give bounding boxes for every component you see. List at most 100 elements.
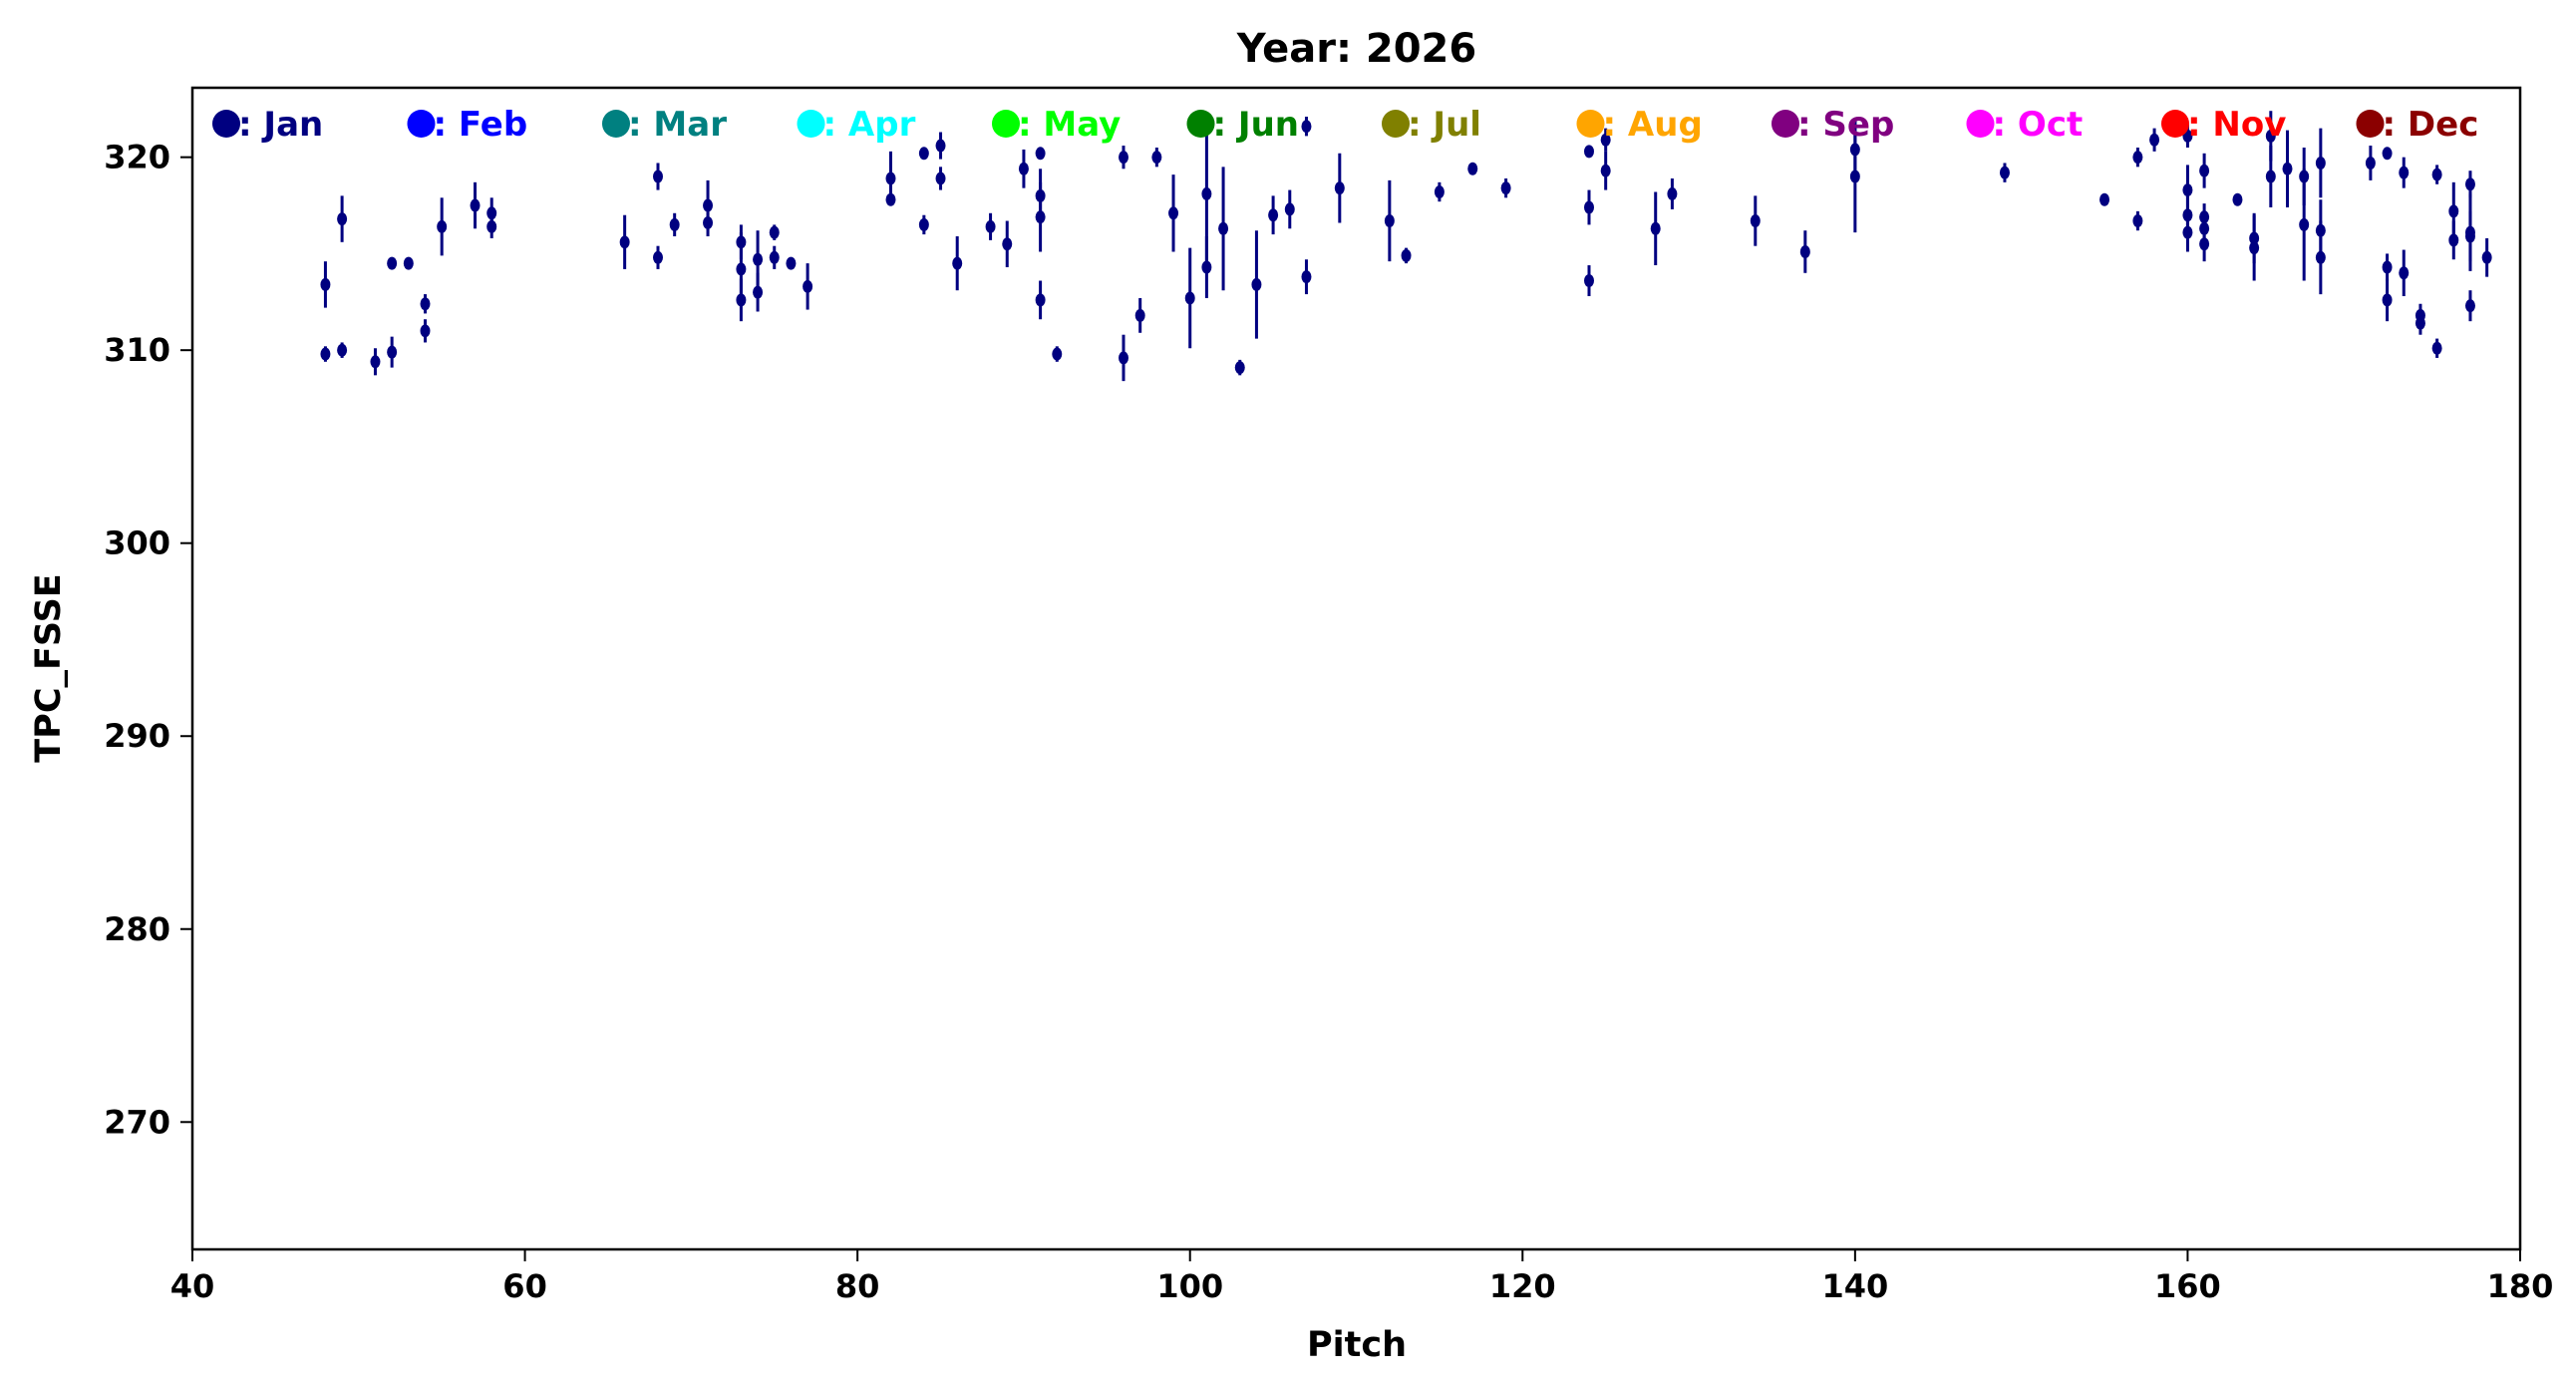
data-point	[1301, 259, 1312, 295]
point-marker	[1035, 147, 1046, 161]
point-marker	[2299, 217, 2310, 231]
point-marker	[1168, 206, 1179, 220]
point-marker	[2448, 204, 2459, 218]
x-axis-label: Pitch	[1307, 1325, 1407, 1365]
plot-frame	[190, 86, 2522, 1251]
data-point	[2399, 157, 2410, 188]
data-point	[1467, 162, 1478, 175]
point-marker	[1650, 221, 1661, 235]
y-tick-label: 300	[104, 524, 170, 562]
legend-item: : Dec	[2356, 105, 2478, 145]
data-point	[1334, 153, 1345, 223]
data-point	[1584, 265, 1594, 297]
point-marker	[1500, 181, 1511, 195]
point-marker	[1467, 162, 1478, 175]
data-point	[2431, 338, 2442, 358]
y-tick-label: 310	[104, 331, 170, 369]
point-marker	[1151, 151, 1162, 165]
x-tick-label: 140	[1821, 1267, 1888, 1305]
point-marker	[1301, 270, 1312, 284]
point-marker	[1667, 186, 1678, 200]
point-marker	[2464, 177, 2475, 191]
data-point	[2399, 249, 2410, 297]
x-tick-label: 60	[502, 1267, 547, 1305]
point-marker	[2182, 225, 2193, 239]
point-marker	[653, 170, 663, 183]
legend-item: : May	[992, 105, 1121, 145]
point-marker	[2448, 233, 2459, 247]
data-point	[1999, 163, 2010, 182]
data-point	[703, 208, 714, 237]
data-point	[1018, 149, 1029, 188]
point-marker	[669, 217, 680, 231]
data-point	[1201, 236, 1212, 298]
data-point	[2299, 169, 2310, 281]
data-point	[1035, 280, 1046, 320]
point-marker	[2132, 151, 2143, 165]
point-marker	[918, 147, 929, 161]
data-point	[1151, 147, 1162, 168]
data-point	[1667, 177, 1678, 209]
point-marker	[1201, 186, 1212, 200]
point-marker	[803, 279, 813, 293]
point-marker	[619, 235, 630, 249]
data-point	[803, 263, 813, 310]
point-marker	[320, 277, 331, 291]
point-marker	[2199, 237, 2210, 251]
data-point	[1268, 195, 1279, 235]
data-point	[1600, 151, 1611, 190]
legend-marker	[992, 110, 1020, 138]
data-point	[2232, 192, 2243, 206]
chart-title: Year: 2026	[1236, 26, 1476, 72]
point-marker	[1218, 221, 1229, 235]
data-point	[885, 192, 896, 206]
x-tick-label: 160	[2154, 1267, 2221, 1305]
data-point	[1035, 147, 1046, 161]
legend-label: : Jul	[1408, 105, 1481, 145]
data-point	[387, 336, 398, 368]
data-point	[2132, 147, 2143, 168]
data-point	[2282, 130, 2293, 207]
data-point	[420, 294, 431, 314]
data-point	[2265, 146, 2276, 207]
point-marker	[2365, 156, 2376, 170]
point-marker	[1600, 164, 1611, 177]
data-point	[320, 261, 331, 308]
data-point	[387, 256, 398, 270]
data-point	[2365, 146, 2376, 180]
x-tick-label: 180	[2487, 1267, 2554, 1305]
legend-label: : Aug	[1603, 105, 1703, 145]
legend-item: : Apr	[797, 105, 916, 145]
point-marker	[2399, 266, 2410, 280]
point-marker	[320, 347, 331, 361]
point-marker	[1234, 361, 1245, 375]
point-marker	[885, 172, 896, 185]
data-point	[653, 163, 663, 190]
data-point	[2431, 165, 2442, 184]
legend-label: : Sep	[1797, 105, 1894, 145]
point-marker	[653, 250, 663, 264]
legend: : Jan: Feb: Mar: Apr: May: Jun: Jul: Aug…	[212, 105, 2478, 145]
data-point	[1849, 120, 1860, 233]
legend-marker	[2161, 110, 2189, 138]
legend-label: : Jan	[238, 105, 323, 145]
data-point	[2182, 212, 2193, 252]
y-tick-label: 280	[104, 910, 170, 948]
legend-label: : Feb	[434, 105, 528, 145]
point-marker	[935, 172, 946, 185]
point-marker	[387, 256, 398, 270]
x-axis: 40 60 80 100 120 140 160 180	[170, 1249, 2554, 1305]
data-point	[918, 214, 929, 235]
data-point	[337, 195, 348, 242]
point-marker	[1600, 133, 1611, 147]
point-marker	[2431, 168, 2442, 181]
data-point	[1119, 334, 1128, 382]
data-point	[2464, 171, 2475, 198]
point-marker	[1251, 277, 1262, 291]
legend-marker	[797, 110, 825, 138]
point-marker	[736, 262, 747, 276]
data-point	[420, 319, 431, 343]
point-marker	[1849, 170, 1860, 183]
point-marker	[2099, 192, 2110, 206]
